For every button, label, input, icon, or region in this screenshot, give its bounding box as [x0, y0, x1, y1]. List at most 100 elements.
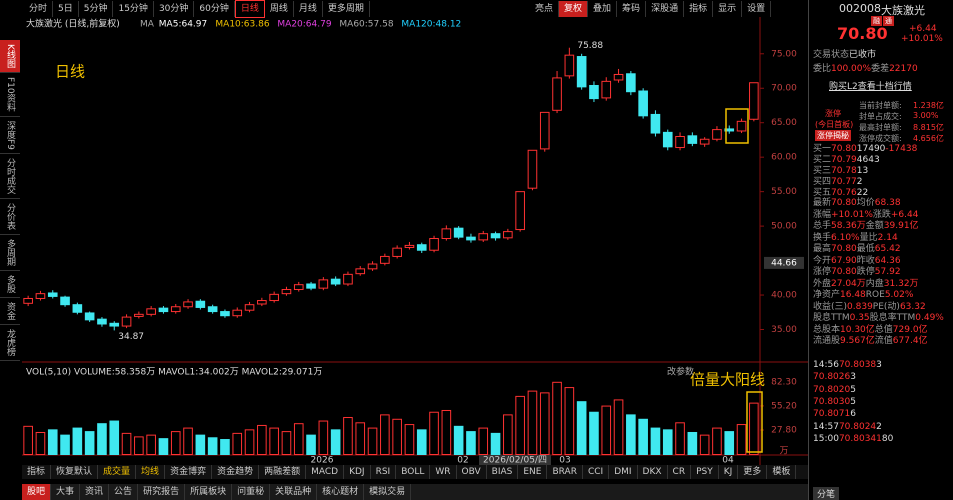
indicator-tab[interactable]: CR	[668, 465, 692, 479]
cell: 总手	[813, 221, 832, 231]
indicator-tab[interactable]: CCI	[583, 465, 610, 479]
panel-tab[interactable]: 分笔	[813, 487, 840, 500]
side-tab[interactable]: 多周期	[0, 235, 20, 272]
cell: 6	[850, 409, 856, 420]
candle-body	[293, 284, 304, 291]
footer-tab[interactable]: 公告	[109, 484, 139, 500]
indicator-tab[interactable]: BRAR	[547, 465, 583, 479]
cell: 677.4亿	[892, 336, 928, 346]
period-button[interactable]: 日线	[234, 0, 265, 18]
side-tab[interactable]: F10资料	[0, 73, 20, 117]
candle-body	[687, 135, 698, 144]
footer-tab[interactable]: 大事	[51, 484, 81, 500]
volume-bar	[453, 425, 464, 455]
tool-button[interactable]: 叠加	[588, 0, 618, 17]
footer-tab[interactable]: 核心题材	[317, 484, 365, 500]
footer-tab[interactable]: 股吧	[22, 484, 52, 500]
period-button[interactable]: 更多周期	[323, 0, 370, 17]
period-button[interactable]: 周线	[265, 0, 294, 17]
side-tab[interactable]: 深度F9	[0, 117, 20, 155]
cell: 70.80	[813, 409, 839, 420]
indicator-tab[interactable]: 模板	[767, 465, 797, 479]
stat-row: 外盘 27.04万 内盘 31.32万	[809, 279, 953, 290]
period-button[interactable]: 5日	[53, 0, 79, 17]
side-tab[interactable]: 分时成交	[0, 154, 20, 200]
volume-bar	[638, 418, 648, 456]
indicator-tab[interactable]: OBV	[457, 465, 487, 479]
cell: 27.04万	[831, 278, 866, 289]
period-button[interactable]: 60分钟	[194, 0, 235, 17]
tool-button[interactable]: 筹码	[617, 0, 647, 17]
bid-row: 买一 70.80 17490 -17438	[809, 144, 953, 155]
cell: 70.80	[838, 433, 865, 444]
footer-tab[interactable]: 模拟交易	[364, 484, 412, 500]
side-tab[interactable]: K线图	[0, 40, 20, 73]
volume-bar	[72, 427, 83, 456]
period-button[interactable]: 分时	[24, 0, 54, 17]
indicator-tab[interactable]: BOLL	[396, 465, 431, 479]
volume-bar	[699, 434, 710, 455]
volume-bar	[367, 427, 378, 456]
side-tab[interactable]: 资金	[0, 298, 20, 326]
indicator-tab[interactable]: 资金博弈	[165, 465, 213, 479]
l2-link[interactable]: 购买L2查看十档行情	[829, 82, 912, 92]
cell: 80	[881, 433, 894, 444]
candle-body	[60, 296, 70, 306]
candle-body	[675, 135, 685, 149]
footer-tab[interactable]: 关联品种	[270, 484, 318, 500]
tool-button[interactable]: 复权	[559, 0, 589, 17]
period-button[interactable]: 5分钟	[79, 0, 114, 17]
tool-button[interactable]: 设置	[742, 0, 772, 17]
side-tab[interactable]: 多股	[0, 271, 20, 299]
side-tab[interactable]: 分价表	[0, 199, 20, 236]
tool-button[interactable]: 指标	[684, 0, 714, 17]
candle-body	[84, 312, 95, 321]
indicator-tab[interactable]: 均线	[136, 465, 166, 479]
cell: 最新	[813, 198, 832, 208]
period-button[interactable]: 30分钟	[154, 0, 195, 17]
volume-bar	[158, 438, 169, 456]
tool-button[interactable]: 亮点	[530, 0, 560, 17]
limit-value: 8.815亿	[913, 123, 944, 132]
ma-label: MA120:48.12	[401, 20, 461, 30]
footer-tab[interactable]: 问董秘	[232, 484, 271, 500]
indicator-tab[interactable]: KDJ	[344, 465, 371, 479]
footer-tab[interactable]: 研究报告	[138, 484, 186, 500]
tool-button[interactable]: 显示	[713, 0, 743, 17]
period-button[interactable]: 15分钟	[113, 0, 154, 17]
indicator-tab[interactable]: MACD	[306, 465, 345, 479]
candle-body	[638, 90, 648, 117]
indicator-tab[interactable]: PSY	[691, 465, 719, 479]
indicator-tab[interactable]: 两融差额	[259, 465, 307, 479]
footer-tab[interactable]: 资讯	[80, 484, 110, 500]
indicator-tab[interactable]: 更多	[738, 465, 768, 479]
cell: 2	[876, 421, 882, 432]
cell: 委比	[813, 64, 832, 74]
side-tab[interactable]: 龙虎榜	[0, 325, 20, 362]
footer-tab[interactable]: 所属板块	[185, 484, 233, 500]
indicator-tab[interactable]: 恢复默认	[51, 465, 99, 479]
indicator-tab[interactable]: 成交量	[98, 465, 137, 479]
candle-body	[392, 247, 402, 257]
limit-box: (今日首板)	[815, 120, 854, 129]
indicator-tab[interactable]: 指标	[22, 465, 52, 479]
cell: 38	[864, 360, 877, 370]
indicator-tab[interactable]: RSI	[371, 465, 397, 479]
indicator-tab[interactable]: DMI	[609, 465, 638, 479]
indicator-tab[interactable]: KJ	[719, 465, 739, 479]
cell: 65.42	[874, 244, 901, 254]
indicator-tab[interactable]: DKX	[638, 465, 668, 479]
candle-body	[453, 227, 464, 238]
stat-row: 净资产 16.48 ROE 5.02%	[809, 290, 953, 301]
indicator-tab[interactable]: BIAS	[487, 465, 519, 479]
cell: 70.76	[831, 188, 857, 198]
candle-body	[699, 138, 710, 145]
indicator-tab[interactable]: ENE	[518, 465, 548, 479]
tool-button[interactable]: 深股通	[646, 0, 685, 17]
indicator-tab[interactable]: WR	[430, 465, 457, 479]
period-button[interactable]: 月线	[294, 0, 323, 17]
volume-unit: 万	[779, 447, 788, 457]
indicator-tab[interactable]: 资金趋势	[212, 465, 260, 479]
cell: 今开	[813, 255, 832, 266]
bid-row: 买四 70.77 2	[809, 177, 953, 188]
